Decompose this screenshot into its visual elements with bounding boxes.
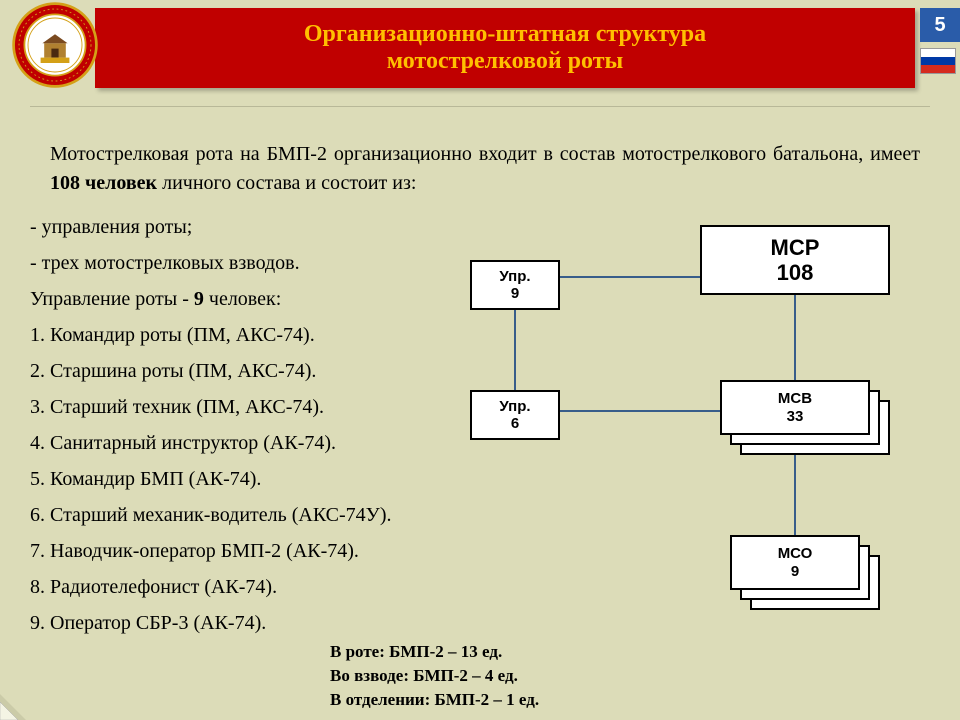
list-item: 7. Наводчик-оператор БМП-2 (АК-74). — [30, 534, 490, 568]
equip-line: Во взводе: БМП-2 – 4 ед. — [330, 664, 660, 688]
list-item: 5. Командир БМП (АК-74). — [30, 462, 490, 496]
page-number-box: 5 — [920, 8, 960, 42]
intro-paragraph: Мотострелковая рота на БМП-2 организацио… — [50, 140, 920, 198]
org-node-mcv-stack: МСВ 33 — [720, 380, 890, 455]
list-item: 9. Оператор СБР-3 (АК-74). — [30, 606, 490, 640]
equip-line: В отделении: БМП-2 – 1 ед. — [330, 688, 660, 712]
list-item: 8. Радиотелефонист (АК-74). — [30, 570, 490, 604]
slide-title-bar: Организационно-штатная структура мотостр… — [95, 8, 915, 88]
org-node-upr6: Упр. 6 — [470, 390, 560, 440]
intro-post: личного состава и состоит из: — [157, 172, 416, 194]
org-node-mco: МСО 9 — [730, 535, 860, 590]
content-list: - управления роты; - трех мотострелковых… — [30, 210, 490, 642]
institution-emblem — [10, 0, 100, 90]
org-node-mcv: МСВ 33 — [720, 380, 870, 435]
page-curl-icon — [0, 694, 26, 720]
title-line-2: мотострелковой роты — [387, 48, 623, 75]
bullet-2: - трех мотострелковых взводов. — [30, 246, 490, 280]
title-line-1: Организационно-штатная структура — [304, 21, 706, 48]
org-node-mco-stack: МСО 9 — [730, 535, 880, 610]
header-divider — [30, 106, 930, 107]
equipment-summary: В роте: БМП-2 – 13 ед. Во взводе: БМП-2 … — [330, 640, 660, 711]
page-number: 5 — [934, 14, 945, 37]
list-item: 4. Санитарный инструктор (АК-74). — [30, 426, 490, 460]
list-item: 3. Старший техник (ПМ, АКС-74). — [30, 390, 490, 424]
list-item: 2. Старшина роты (ПМ, АКС-74). — [30, 354, 490, 388]
management-line: Управление роты - 9 человек: — [30, 282, 490, 316]
intro-pre: Мотострелковая рота на БМП-2 организацио… — [50, 143, 920, 165]
org-node-upr9: Упр. 9 — [470, 260, 560, 310]
org-node-mcr: МСР 108 — [700, 225, 890, 295]
intro-bold: 108 человек — [50, 172, 157, 194]
list-item: 6. Старший механик-водитель (АКС-74У). — [30, 498, 490, 532]
equip-line: В роте: БМП-2 – 13 ед. — [330, 640, 660, 664]
bullet-1: - управления роты; — [30, 210, 490, 244]
org-chart: МСР 108 Упр. 9 Упр. 6 МСВ 33 МСО 9 — [430, 225, 950, 645]
list-item: 1. Командир роты (ПМ, АКС-74). — [30, 318, 490, 352]
russian-flag-icon — [920, 48, 956, 74]
